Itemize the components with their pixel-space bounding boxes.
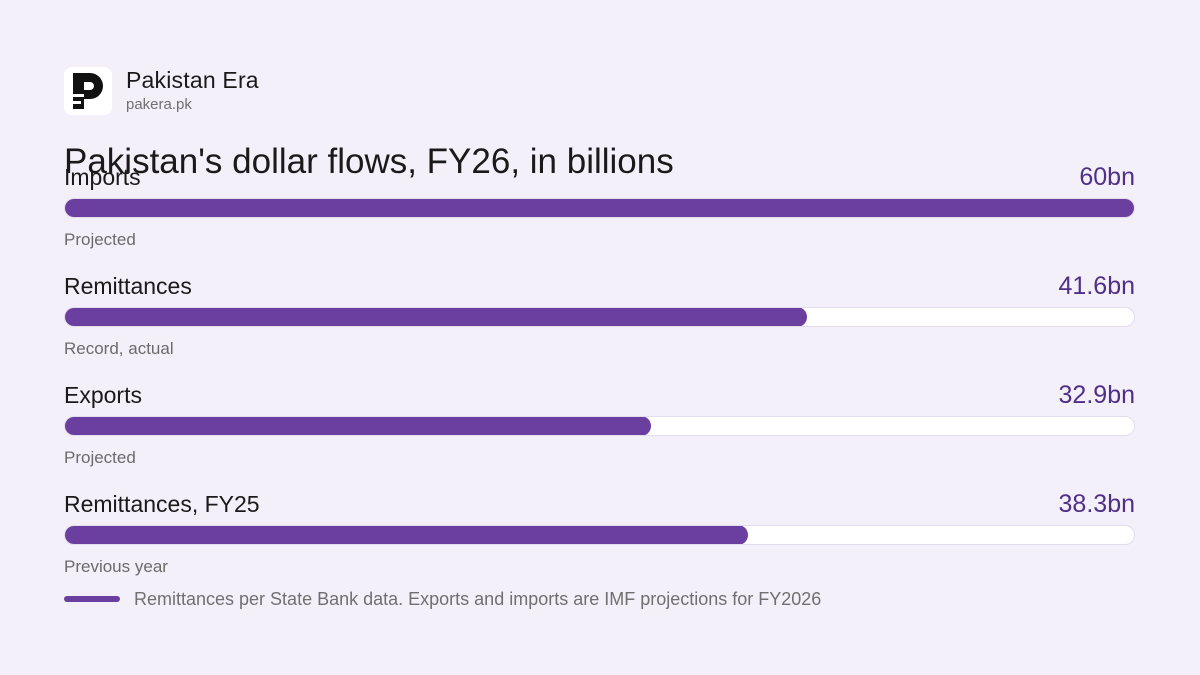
chart-legend: Remittances per State Bank data. Exports… — [64, 587, 821, 611]
bar-note: Previous year — [64, 557, 168, 576]
brand: Pakistan Era pakera.pk — [64, 66, 259, 115]
bar-row: Remittances, FY25 38.3bn Previous year — [64, 489, 1135, 585]
bar-row: Remittances 41.6bn Record, actual — [64, 271, 1135, 367]
chart-title: Pakistan's dollar flows, FY26, in billio… — [64, 142, 674, 181]
brand-domain: pakera.pk — [126, 96, 192, 113]
bar-value-label: 41.6bn — [1058, 272, 1135, 300]
bar-row: Imports 60bn Projected — [64, 162, 1135, 258]
bar-label: Remittances — [64, 273, 192, 299]
bar-value-label: 38.3bn — [1058, 490, 1135, 518]
bar-fill — [65, 308, 807, 326]
bar-fill — [65, 417, 651, 435]
brand-name: Pakistan Era — [126, 67, 259, 93]
bar-fill — [65, 526, 748, 544]
bar-row: Exports 32.9bn Projected — [64, 380, 1135, 476]
bar-note: Projected — [64, 230, 136, 249]
bar-label: Exports — [64, 382, 142, 408]
bar-track — [64, 525, 1135, 545]
bar-track — [64, 416, 1135, 436]
bar-track — [64, 198, 1135, 218]
bar-note: Projected — [64, 448, 136, 467]
bar-label: Remittances, FY25 — [64, 491, 260, 517]
bar-fill — [65, 199, 1134, 217]
legend-swatch — [64, 596, 120, 602]
bar-value-label: 60bn — [1079, 163, 1135, 191]
bar-track — [64, 307, 1135, 327]
pakistan-era-logo-icon — [64, 66, 112, 115]
bar-label: Imports — [64, 164, 141, 190]
bar-note: Record, actual — [64, 339, 174, 358]
legend-text: Remittances per State Bank data. Exports… — [134, 589, 822, 609]
bar-value-label: 32.9bn — [1058, 381, 1135, 409]
